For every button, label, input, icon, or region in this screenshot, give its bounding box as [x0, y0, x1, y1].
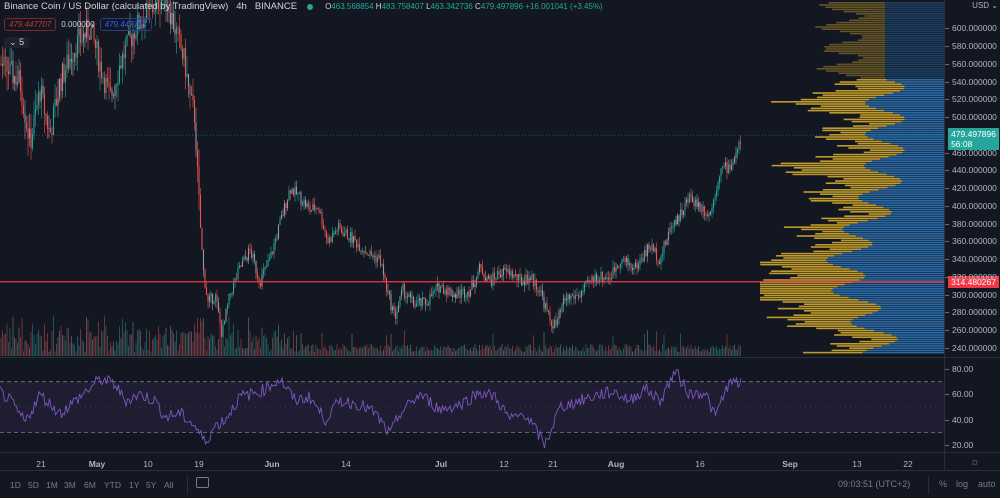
price-tick: 460.000000 [945, 147, 997, 158]
price-tick: 400.000000 [945, 200, 997, 211]
time-label: 12 [499, 459, 509, 469]
symbol-title[interactable]: Binance Coin / US Dollar (calculated by … [4, 1, 229, 12]
price-tick: 300.000000 [945, 289, 997, 300]
range-button-5y[interactable]: 5Y [146, 480, 157, 490]
time-label: 14 [341, 459, 351, 469]
range-button-1d[interactable]: 1D [10, 480, 21, 490]
rsi-tick: 20.00 [944, 440, 974, 451]
time-label: 19 [194, 459, 204, 469]
price-tick: 320.000000 [945, 271, 997, 282]
time-label: 13 [852, 459, 862, 469]
volume-bars [0, 316, 741, 356]
price-tick: 600.000000 [945, 23, 997, 34]
rsi-tick: 80.00 [944, 364, 974, 374]
price-tick: 380.000000 [945, 218, 997, 229]
pane-separator[interactable] [0, 357, 1000, 358]
candlestick-chart[interactable] [0, 0, 945, 357]
chart-legend: Binance Coin / US Dollar (calculated by … [4, 1, 603, 12]
indicator-value-spread: 0.000000 [61, 20, 95, 29]
time-label: Jul [434, 459, 448, 469]
chevron-down-icon: ⌄ [9, 37, 17, 47]
range-button-ytd[interactable]: YTD [104, 480, 121, 490]
time-label: 10 [143, 459, 153, 469]
range-button-all[interactable]: All [164, 480, 174, 490]
rsi-tick: 40.00 [944, 414, 974, 425]
volume-profile [760, 2, 945, 354]
price-scale[interactable]: USD ⌄ 479.497896 56:08 314.480267 600.00… [944, 0, 1000, 357]
bottom-toolbar: 09:03:51 (UTC+2) % log auto 1D 5D 1M 3M 6M YT… [0, 470, 1000, 498]
time-axis[interactable]: ☼ 21 May 10 19 Jun 14 Jul 12 21 Aug 16 Sep 13 22 [0, 452, 1000, 471]
price-tick: 340.000000 [945, 254, 997, 265]
price-tick: 240.000000 [945, 342, 997, 353]
time-label: Aug [607, 459, 625, 469]
indicator-values-row: 479.447707 0.000000 479.447707 [4, 18, 152, 31]
bar-countdown: 56:08 [951, 139, 973, 150]
time-label: 16 [695, 459, 705, 469]
time-label: Sep [782, 459, 798, 469]
divider [187, 476, 188, 494]
interval-label[interactable]: 4h [236, 1, 247, 12]
range-button-6m[interactable]: 6M [84, 480, 96, 490]
last-price-label: 479.497896 56:08 [948, 128, 999, 151]
price-tick: 520.000000 [945, 94, 997, 105]
auto-toggle[interactable]: auto [978, 479, 996, 489]
rsi-scale[interactable]: 80.00 60.00 40.00 20.00 [944, 358, 1000, 452]
rsi-pane[interactable]: 80.00 60.00 40.00 20.00 [0, 358, 1000, 452]
divider [928, 476, 929, 494]
range-button-5d[interactable]: 5D [28, 480, 39, 490]
price-tick: 580.000000 [945, 41, 997, 51]
range-button-3m[interactable]: 3M [64, 480, 76, 490]
ohlc-values: O463.568854 H483.758407 L463.342736 C479… [325, 2, 603, 11]
price-pane[interactable]: Binance Coin / US Dollar (calculated by … [0, 0, 1000, 357]
indicator-value-bid: 479.447707 [4, 18, 57, 31]
price-tick: 280.000000 [945, 307, 997, 318]
candles [0, 0, 742, 338]
log-toggle[interactable]: log [956, 479, 969, 489]
price-tick: 500.000000 [945, 112, 997, 123]
gear-icon[interactable]: ☼ [969, 456, 980, 468]
price-tick: 420.000000 [945, 183, 997, 194]
market-status-icon [307, 3, 314, 10]
calendar-goto-icon[interactable] [196, 477, 209, 488]
range-button-1m[interactable]: 1M [46, 480, 58, 490]
price-tick: 540.000000 [945, 76, 997, 87]
time-label: Jun [264, 459, 280, 469]
price-tick: 440.000000 [945, 165, 997, 176]
clock-timezone[interactable]: 09:03:51 (UTC+2) [838, 479, 911, 489]
rsi-chart[interactable] [0, 358, 945, 452]
time-label: May [88, 459, 106, 469]
time-label: 21 [548, 459, 558, 469]
rsi-tick: 60.00 [944, 389, 974, 400]
time-label: 22 [903, 459, 913, 469]
last-price-value: 479.497896 [951, 129, 996, 140]
horizontal-line-price-label: 314.480267 [948, 275, 999, 288]
price-tick: 260.000000 [945, 325, 997, 336]
range-button-1y[interactable]: 1Y [129, 480, 140, 490]
collapse-indicators-button[interactable]: ⌄ 5 [4, 37, 30, 48]
time-label: 21 [36, 459, 46, 469]
price-tick: 360.000000 [945, 236, 997, 247]
percent-toggle[interactable]: % [939, 479, 948, 489]
indicator-value-ask: 479.447707 [99, 18, 152, 31]
price-tick: 560.000000 [945, 58, 997, 69]
currency-selector[interactable]: USD ⌄ [972, 1, 998, 10]
rsi-line [0, 369, 742, 449]
axis-corner: ☼ [944, 453, 1000, 471]
exchange-label: BINANCE [254, 1, 298, 12]
